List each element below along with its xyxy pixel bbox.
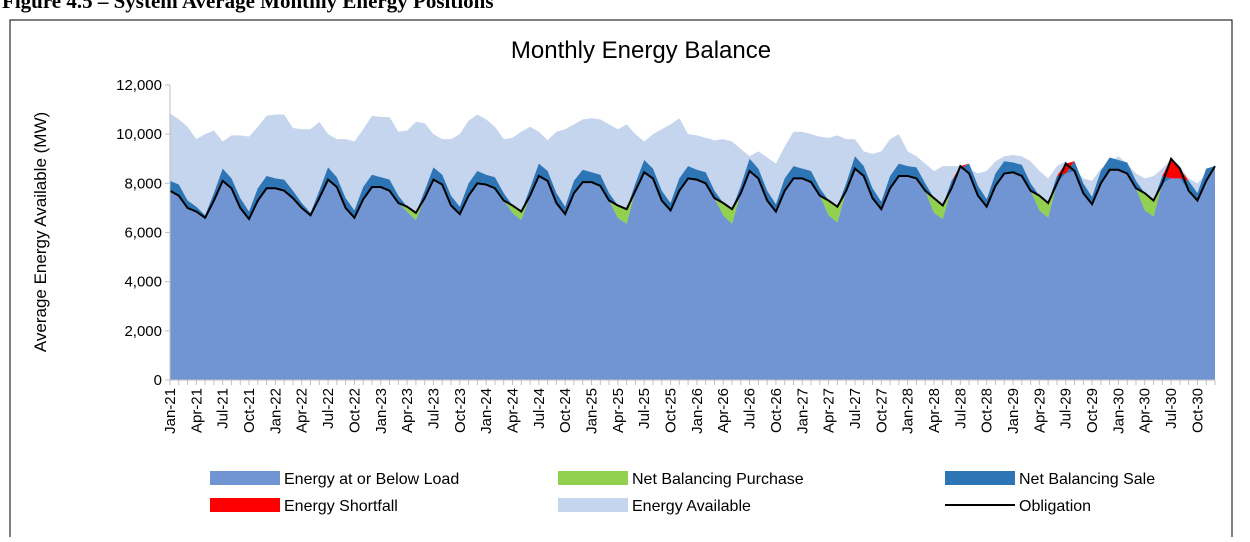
area-0 <box>170 166 1215 380</box>
x-tick-label: Jan-25 <box>584 388 601 434</box>
x-tick-label: Apr-25 <box>610 388 627 433</box>
x-tick-label: Jan-21 <box>162 388 179 434</box>
legend-swatch <box>210 471 280 485</box>
obligation-line <box>169 156 1216 221</box>
x-tick-label: Oct-27 <box>873 388 890 433</box>
figure-title: Figure 4.5 – System Average Monthly Ener… <box>2 0 494 13</box>
x-tick-label: Apr-30 <box>1137 388 1154 433</box>
x-tick-label: Apr-29 <box>1031 388 1048 433</box>
x-tick-label: Oct-23 <box>452 388 469 433</box>
x-tick-label: Jul-25 <box>636 388 653 429</box>
legend-swatch <box>558 471 628 485</box>
y-tick-label: 10,000 <box>116 126 162 143</box>
x-tick-label: Oct-29 <box>1084 388 1101 433</box>
x-tick-label: Oct-26 <box>768 388 785 433</box>
x-tick-label: Jan-22 <box>267 388 284 434</box>
x-tick-label: Apr-28 <box>926 388 943 433</box>
x-tick-label: Jul-23 <box>425 388 442 429</box>
x-tick-label: Oct-21 <box>241 388 258 433</box>
x-tick-label: Jan-26 <box>689 388 706 434</box>
legend-label: Obligation <box>1019 498 1091 515</box>
x-tick-label: Jul-21 <box>215 388 232 429</box>
legend-swatch <box>210 498 280 512</box>
x-tick-label: Jan-24 <box>478 388 495 434</box>
x-tick-label: Oct-30 <box>1189 388 1206 433</box>
x-tick-label: Jul-27 <box>847 388 864 429</box>
y-tick-label: 0 <box>154 372 162 389</box>
chart-title: Monthly Energy Balance <box>511 37 771 64</box>
x-tick-label: Jan-29 <box>1005 388 1022 434</box>
x-tick-label: Apr-27 <box>821 388 838 433</box>
y-tick-label: 8,000 <box>124 175 162 192</box>
y-tick-label: 6,000 <box>124 225 162 242</box>
x-tick-label: Jan-23 <box>373 388 390 434</box>
legend-label: Net Balancing Purchase <box>632 471 804 488</box>
y-tick-label: 4,000 <box>124 274 162 291</box>
x-tick-label: Oct-24 <box>557 388 574 433</box>
x-tick-label: Apr-21 <box>188 388 205 433</box>
x-tick-label: Apr-23 <box>399 388 416 433</box>
x-tick-label: Oct-22 <box>346 388 363 433</box>
x-tick-label: Jul-24 <box>531 388 548 429</box>
y-axis-label: Average Energy Available (MW) <box>31 112 50 352</box>
x-tick-label: Oct-25 <box>663 388 680 433</box>
area-2 <box>170 156 1215 219</box>
y-tick-label: 2,000 <box>124 323 162 340</box>
y-tick-label: 12,000 <box>116 77 162 94</box>
x-tick-label: Apr-22 <box>294 388 311 433</box>
x-tick-label: Jul-22 <box>320 388 337 429</box>
x-tick-label: Jan-30 <box>1110 388 1127 434</box>
legend-label: Net Balancing Sale <box>1019 471 1155 488</box>
x-tick-label: Jul-29 <box>1058 388 1075 429</box>
legend-label: Energy at or Below Load <box>284 471 459 488</box>
x-tick-label: Apr-26 <box>715 388 732 433</box>
legend-label: Energy Shortfall <box>284 498 398 515</box>
x-tick-label: Jan-27 <box>794 388 811 434</box>
legend-swatch <box>945 471 1015 485</box>
x-tick-label: Apr-24 <box>504 388 521 433</box>
x-tick-label: Jan-28 <box>900 388 917 434</box>
legend-label: Energy Available <box>632 498 751 515</box>
x-tick-label: Jul-30 <box>1163 388 1180 429</box>
legend-swatch <box>558 498 628 512</box>
x-tick-label: Jul-26 <box>742 388 759 429</box>
x-tick-label: Jul-28 <box>952 388 969 429</box>
x-tick-label: Oct-28 <box>979 388 996 433</box>
